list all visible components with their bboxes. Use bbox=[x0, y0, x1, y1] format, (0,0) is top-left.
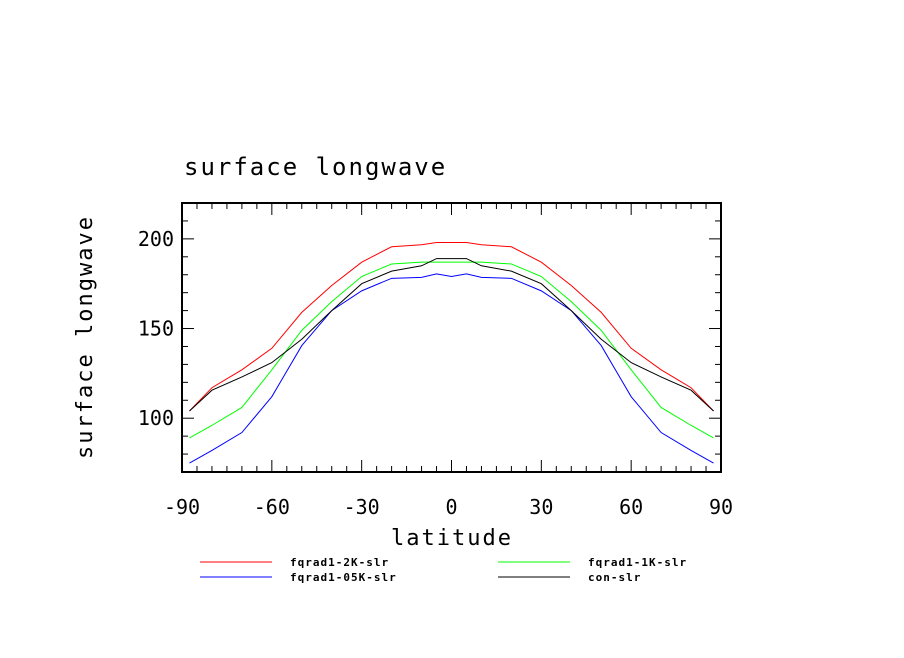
axis-ticks: -90 -60 -30 0 30 60 90 100 150 200 bbox=[138, 202, 733, 519]
x-tick-label: 60 bbox=[619, 495, 643, 519]
y-axis-label: surface longwave bbox=[73, 215, 98, 459]
series-line-con-slr bbox=[189, 258, 714, 412]
plot-frame bbox=[181, 202, 722, 473]
series-lines bbox=[189, 241, 714, 464]
x-tick-label: -60 bbox=[254, 495, 290, 519]
x-axis-label: latitude bbox=[391, 526, 513, 551]
series-line-fqrad1-05K-slr bbox=[189, 273, 714, 464]
legend-label: fqrad1-1K-slr bbox=[588, 556, 687, 569]
x-tick-label: 30 bbox=[529, 495, 553, 519]
legend: fqrad1-2K-slr fqrad1-1K-slr fqrad1-05K-slr… bbox=[200, 556, 687, 584]
x-tick-label: -30 bbox=[344, 495, 380, 519]
legend-label: fqrad1-05K-slr bbox=[290, 571, 397, 584]
legend-label: con-slr bbox=[588, 571, 641, 584]
series-line-fqrad1-2K-slr bbox=[189, 241, 714, 412]
legend-label: fqrad1-2K-slr bbox=[290, 556, 389, 569]
chart-title: surface longwave bbox=[184, 153, 447, 181]
series-line-fqrad1-1K-slr bbox=[189, 261, 714, 439]
y-tick-label: 100 bbox=[138, 406, 174, 430]
x-tick-label: -90 bbox=[164, 495, 200, 519]
x-tick-label: 90 bbox=[709, 495, 733, 519]
y-tick-label: 150 bbox=[138, 317, 174, 341]
x-tick-label: 0 bbox=[445, 495, 457, 519]
y-tick-label: 200 bbox=[138, 227, 174, 251]
